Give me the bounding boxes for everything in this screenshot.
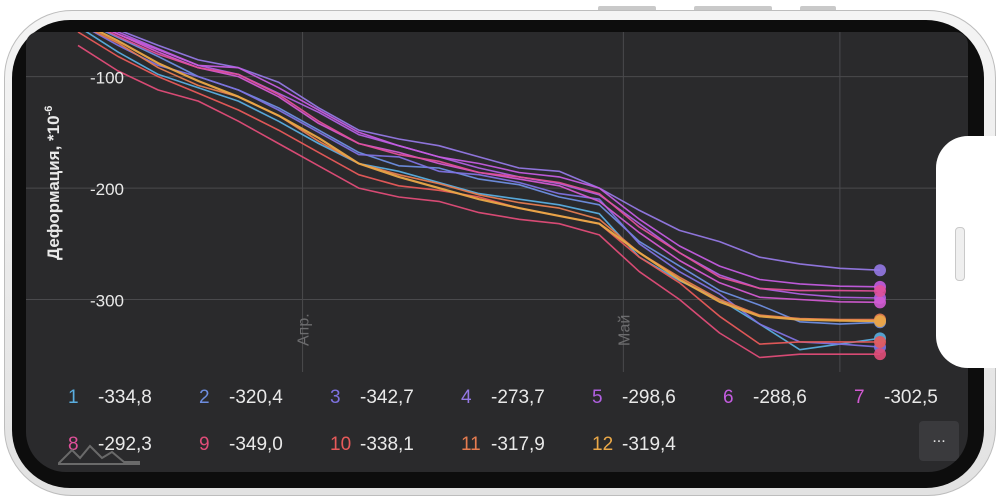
series-line-11 [94, 32, 881, 321]
series-end-marker-9 [874, 348, 886, 361]
y-tick-label: -200 [90, 180, 124, 199]
hardware-button-1 [598, 6, 656, 12]
legend-series-number: 4 [461, 387, 472, 408]
legend-item-10[interactable]: 10 -338,1 [330, 434, 414, 456]
series-end-marker-10 [874, 336, 886, 349]
legend-series-number: 5 [592, 387, 603, 408]
legend-series-value: -288,6 [753, 387, 807, 408]
legend-series-number: 1 [68, 387, 79, 408]
series-end-marker-12 [874, 315, 886, 328]
legend-item-4[interactable]: 4 -273,7 [461, 387, 545, 409]
legend-series-value: -319,4 [622, 434, 676, 455]
legend-item-9[interactable]: 9 -349,0 [199, 434, 283, 456]
y-tick-labels: -100 -200 -300 [90, 69, 124, 311]
hardware-button-3 [800, 6, 836, 12]
series-line-6 [111, 32, 881, 288]
x-tick-label: Май [616, 315, 633, 346]
legend-item-12[interactable]: 12 -319,4 [592, 434, 676, 456]
legend-series-number: 7 [854, 387, 865, 408]
legend-item-2[interactable]: 2 -320,4 [199, 387, 283, 409]
legend-series-number: 2 [199, 387, 210, 408]
side-button [955, 227, 965, 281]
chart-series [77, 32, 881, 359]
legend-item-11[interactable]: 11 -317,9 [461, 434, 545, 456]
series-line-7 [111, 32, 881, 304]
legend-series-value: -317,9 [491, 434, 545, 455]
y-tick-label: -300 [90, 292, 124, 311]
legend-series-number: 8 [68, 434, 79, 455]
x-tick-label: Апр. [296, 313, 313, 346]
series-line-3 [92, 32, 881, 348]
legend-series-number: 10 [330, 434, 352, 455]
legend-series-number: 12 [592, 434, 614, 455]
hardware-button-2 [694, 6, 772, 12]
legend-series-value: -273,7 [491, 387, 545, 408]
legend-item-5[interactable]: 5 -298,6 [592, 387, 676, 409]
legend-series-value: -298,6 [622, 387, 676, 408]
series-line-12 [97, 32, 881, 323]
legend: 1 -334,8 2 -320,4 3 -342,7 4 -273,7 5 -298,6 6 -288… [26, 372, 968, 472]
series-line-10 [77, 32, 881, 345]
x-tick-labels: Апр. Май [296, 313, 634, 346]
legend-series-value: -302,5 [884, 387, 938, 408]
legend-item-8[interactable]: 8 -292,3 [68, 434, 152, 456]
series-line-1 [85, 32, 881, 351]
series-line-4 [121, 32, 881, 271]
series-line-9 [77, 44, 880, 359]
app-screen: -100 -200 -300 Апр. Май Деформация, *10-6 1… [26, 32, 968, 472]
series-line-8 [107, 32, 881, 292]
chart-end-markers [874, 264, 886, 361]
legend-series-number: 11 [461, 434, 481, 455]
legend-series-value: -349,0 [229, 434, 283, 455]
legend-series-value: -292,3 [98, 434, 152, 455]
legend-series-number: 3 [330, 387, 341, 408]
y-tick-label: -100 [90, 69, 124, 88]
legend-series-value: -334,8 [98, 387, 152, 408]
y-axis-label: Деформация, *10-6 [43, 106, 63, 260]
legend-item-1[interactable]: 1 -334,8 [68, 387, 152, 409]
legend-series-value: -338,1 [360, 434, 414, 455]
legend-item-3[interactable]: 3 -342,7 [330, 387, 414, 409]
more-button[interactable]: ... [919, 421, 959, 461]
series-end-marker-7 [874, 296, 886, 309]
legend-series-number: 6 [723, 387, 734, 408]
legend-item-6[interactable]: 6 -288,6 [723, 387, 807, 409]
legend-item-7[interactable]: 7 -302,5 [854, 387, 938, 409]
deformation-chart: -100 -200 -300 Апр. Май Деформация, *10-6 [26, 32, 968, 372]
logo-icon [57, 444, 140, 471]
series-end-marker-8 [874, 284, 886, 297]
series-line-5 [116, 32, 881, 299]
legend-series-number: 9 [199, 434, 210, 455]
legend-series-value: -342,7 [360, 387, 414, 408]
series-end-marker-4 [874, 264, 886, 277]
screen-cutout [936, 136, 1000, 368]
legend-series-value: -320,4 [229, 387, 283, 408]
